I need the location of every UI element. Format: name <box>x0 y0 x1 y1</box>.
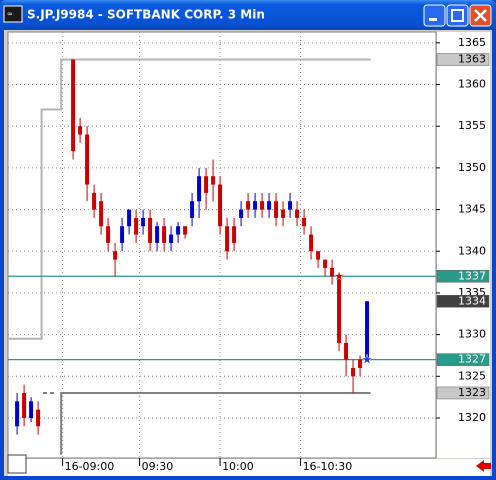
candle-body <box>260 201 265 210</box>
candle-body <box>29 401 34 418</box>
candle-body <box>323 259 328 268</box>
scroll-arrow[interactable] <box>476 460 491 472</box>
app-icon <box>3 5 23 23</box>
x-axis-area <box>8 459 490 476</box>
range-line <box>60 391 371 455</box>
candle-body <box>113 251 118 260</box>
price-label-box <box>436 353 490 366</box>
price-label: 1323 <box>458 386 486 399</box>
x-tick-label: 16-09:00 <box>65 460 115 473</box>
candle-body <box>127 209 132 227</box>
candle-body <box>162 226 167 243</box>
candle-body <box>239 209 244 218</box>
y-tick-label: 1350 <box>458 161 486 174</box>
x-tick-label: 10:00 <box>222 460 254 473</box>
candle-body <box>99 201 104 227</box>
y-tick-label: 1355 <box>458 119 486 132</box>
candle-body <box>169 234 174 243</box>
candle-body <box>148 217 153 243</box>
y-tick-label: 1360 <box>458 78 486 91</box>
candle-body <box>246 201 251 210</box>
price-label: 1337 <box>458 269 486 282</box>
y-tick-label: 1340 <box>458 244 486 257</box>
candle-body <box>106 226 111 243</box>
candle-body <box>204 176 209 193</box>
candle-body <box>253 201 258 210</box>
candle-body <box>316 251 321 260</box>
candle-body <box>330 267 335 277</box>
y-tick-label: 1365 <box>458 36 486 49</box>
candle-body <box>295 209 300 218</box>
corner-box[interactable] <box>7 454 27 474</box>
candle-body <box>211 176 216 185</box>
minimize-button[interactable] <box>423 4 446 27</box>
x-tick-label: 16-10:30 <box>303 460 353 473</box>
candle-body <box>288 201 293 210</box>
candle-body <box>218 184 223 227</box>
price-marker <box>333 269 346 282</box>
range-line <box>8 58 371 340</box>
price-label-box <box>436 295 490 308</box>
close-button[interactable] <box>469 4 492 27</box>
candle-body <box>365 301 370 360</box>
candle-body <box>176 226 181 235</box>
price-label-box <box>436 53 490 66</box>
candle-body <box>15 401 20 427</box>
price-label: 1363 <box>458 53 486 66</box>
candle-body <box>337 276 342 343</box>
candle-body <box>85 134 90 185</box>
candle-body <box>351 367 356 377</box>
price-marker <box>361 353 374 365</box>
candle-body <box>302 217 307 227</box>
price-label-box <box>436 386 490 400</box>
price-label: 1334 <box>458 294 486 307</box>
candle-body <box>92 192 97 210</box>
y-tick-label: 1320 <box>458 411 486 424</box>
x-tick-label: 09:30 <box>142 460 174 473</box>
candle-body <box>134 217 139 235</box>
candle-body <box>155 226 160 243</box>
maximize-button[interactable] <box>446 4 469 27</box>
price-label-box <box>436 270 490 283</box>
candle-body <box>141 217 146 227</box>
candle-body <box>36 409 41 427</box>
candle-body <box>232 226 237 243</box>
plot: 1320132513301335134013451350135513601365… <box>8 32 490 473</box>
candle-body <box>71 59 76 152</box>
candle-body <box>281 209 286 218</box>
window-title: S.JP.J9984 - SOFTBANK CORP. 3 Min <box>27 8 265 22</box>
candle-body <box>309 234 314 252</box>
candle-body <box>267 201 272 210</box>
price-label: 1327 <box>458 353 486 366</box>
candle-body <box>358 359 363 368</box>
app-icon-glyph: ∞ <box>7 10 13 18</box>
candle-body <box>225 226 230 252</box>
title-bar <box>0 0 496 30</box>
candle-body <box>190 201 195 218</box>
candle-body <box>197 176 202 202</box>
candle-body <box>22 392 27 418</box>
y-tick-label: 1325 <box>458 369 486 382</box>
y-tick-label: 1345 <box>458 203 486 216</box>
candle-body <box>274 201 279 218</box>
candle-body <box>120 226 125 243</box>
candle-body <box>78 126 83 135</box>
plot-area <box>7 31 437 459</box>
candle-body <box>183 226 188 235</box>
candle-body <box>344 342 349 360</box>
y-tick-label: 1330 <box>458 328 486 341</box>
